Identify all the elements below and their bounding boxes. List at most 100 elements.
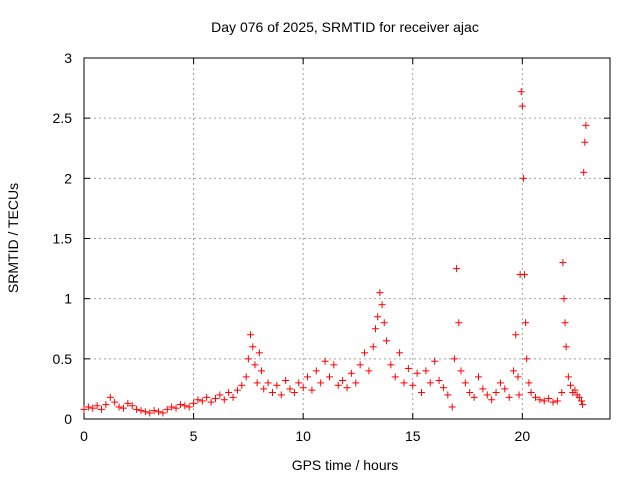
data-point xyxy=(426,379,434,387)
data-point xyxy=(559,259,567,267)
data-point xyxy=(251,361,259,369)
data-point xyxy=(444,391,452,399)
data-point xyxy=(501,385,509,393)
data-point xyxy=(470,393,478,401)
data-point xyxy=(536,396,544,404)
data-point xyxy=(304,373,312,381)
data-point xyxy=(461,379,469,387)
data-point xyxy=(198,397,206,405)
data-point xyxy=(457,367,465,375)
data-point xyxy=(181,402,189,410)
data-point xyxy=(356,361,364,369)
data-point xyxy=(253,379,261,387)
data-point xyxy=(146,409,154,417)
data-point xyxy=(523,355,531,363)
chart-title: Day 076 of 2025, SRMTID for receiver aja… xyxy=(211,19,479,35)
data-point xyxy=(330,361,338,369)
plot-frame xyxy=(83,57,611,420)
data-point xyxy=(387,361,395,369)
data-point xyxy=(376,289,384,297)
data-point xyxy=(564,373,572,381)
data-point xyxy=(255,349,263,357)
data-point xyxy=(273,381,281,389)
data-point xyxy=(159,409,167,417)
data-point xyxy=(312,367,320,375)
data-point xyxy=(258,367,266,375)
data-point xyxy=(519,174,527,182)
data-point xyxy=(512,331,520,339)
data-point xyxy=(194,396,202,404)
data-point xyxy=(190,399,198,407)
data-point xyxy=(374,313,382,321)
data-point xyxy=(249,343,257,351)
y-axis-label: SRMTID / TECUs xyxy=(5,183,21,293)
data-point xyxy=(155,408,163,416)
axis-ticks xyxy=(83,57,610,420)
data-point xyxy=(308,386,316,394)
data-point xyxy=(347,369,355,377)
data-point xyxy=(247,331,255,339)
data-point xyxy=(488,396,496,404)
data-point xyxy=(124,399,132,407)
data-point xyxy=(80,405,88,413)
data-point xyxy=(455,319,463,327)
y-tick-label: 1.5 xyxy=(53,231,73,247)
y-tick-labels: 0 0.5 1 1.5 2 2.5 3 xyxy=(53,50,73,427)
data-point xyxy=(475,373,482,381)
data-point xyxy=(517,88,525,96)
data-point xyxy=(207,398,215,406)
data-point xyxy=(128,402,136,410)
data-point xyxy=(286,385,294,393)
data-point xyxy=(282,376,290,384)
data-point xyxy=(212,395,219,403)
data-point xyxy=(479,385,487,393)
data-point xyxy=(382,337,390,345)
data-point xyxy=(98,405,106,413)
y-tick-label: 0 xyxy=(64,411,72,427)
data-point xyxy=(268,389,276,397)
data-point xyxy=(560,295,568,303)
data-point xyxy=(168,403,176,411)
data-point xyxy=(290,389,298,397)
data-point xyxy=(562,343,570,351)
y-tick-label: 2 xyxy=(64,170,72,186)
data-point xyxy=(540,397,548,405)
data-point xyxy=(515,391,523,399)
data-point xyxy=(525,379,533,387)
data-point xyxy=(150,407,158,415)
data-point xyxy=(581,138,589,146)
data-point xyxy=(115,403,123,411)
data-point xyxy=(380,319,388,327)
data-point xyxy=(369,343,377,351)
data-point xyxy=(317,379,325,387)
data-point xyxy=(185,403,193,411)
data-point xyxy=(93,402,101,410)
data-point xyxy=(242,373,250,381)
data-point xyxy=(343,384,351,392)
data-point xyxy=(352,379,360,387)
data-point xyxy=(163,405,171,413)
data-point xyxy=(238,381,246,389)
data-point xyxy=(229,393,237,401)
data-point xyxy=(580,168,588,176)
data-point xyxy=(137,407,145,415)
data-point xyxy=(521,271,529,279)
data-point xyxy=(334,381,342,389)
data-point xyxy=(391,373,399,381)
y-tick-label: 1 xyxy=(64,291,72,307)
y-tick-label: 3 xyxy=(64,50,72,66)
data-point xyxy=(89,404,97,412)
data-point xyxy=(102,401,110,409)
x-tick-label: 15 xyxy=(405,428,421,444)
x-tick-labels: 0 5 10 15 20 xyxy=(80,428,530,444)
data-point xyxy=(365,367,373,375)
data-point xyxy=(233,386,241,394)
data-point xyxy=(321,357,329,365)
data-point xyxy=(518,102,526,110)
data-point xyxy=(453,265,461,273)
data-point xyxy=(578,397,586,405)
data-point xyxy=(558,389,566,397)
data-point xyxy=(582,121,590,129)
data-point xyxy=(225,389,233,397)
